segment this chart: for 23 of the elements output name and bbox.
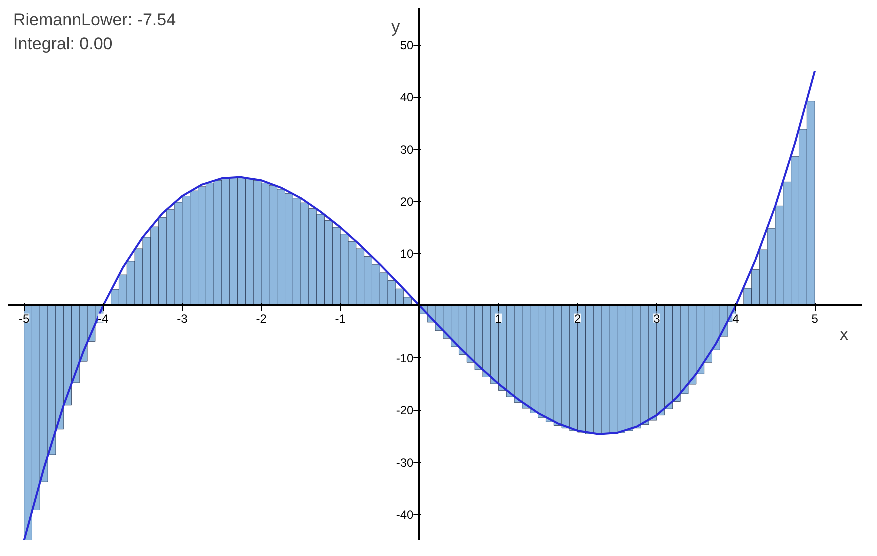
x-tick-label: -3 bbox=[177, 312, 188, 326]
y-tick-label: 40 bbox=[400, 90, 414, 105]
y-axis-title: y bbox=[392, 18, 401, 36]
x-tick-label: -1 bbox=[335, 312, 346, 326]
x-tick-label: -4 bbox=[98, 312, 110, 326]
y-tick-label: -40 bbox=[396, 508, 414, 522]
y-tick-label: 50 bbox=[400, 38, 414, 53]
y-tick-label: -20 bbox=[396, 404, 414, 418]
x-tick-label: -2 bbox=[256, 312, 268, 326]
x-tick-label: 5 bbox=[812, 312, 819, 326]
x-tick-label: -5 bbox=[18, 312, 30, 326]
y-tick-label: 30 bbox=[400, 142, 414, 157]
x-tick-label: 3 bbox=[654, 312, 661, 326]
x-axis-title: x bbox=[840, 324, 849, 344]
y-tick-label: 20 bbox=[400, 194, 414, 209]
y-tick-label: 10 bbox=[400, 247, 414, 262]
y-tick-label: -30 bbox=[396, 456, 414, 470]
y-tick-label: -10 bbox=[396, 351, 414, 366]
x-tick-label: 1 bbox=[495, 312, 502, 326]
x-tick-label: 4 bbox=[732, 312, 740, 326]
annotation: Integral: 0.00 bbox=[14, 34, 113, 54]
x-tick-label: 2 bbox=[574, 312, 582, 326]
annotation: RiemannLower: -7.54 bbox=[14, 10, 176, 30]
